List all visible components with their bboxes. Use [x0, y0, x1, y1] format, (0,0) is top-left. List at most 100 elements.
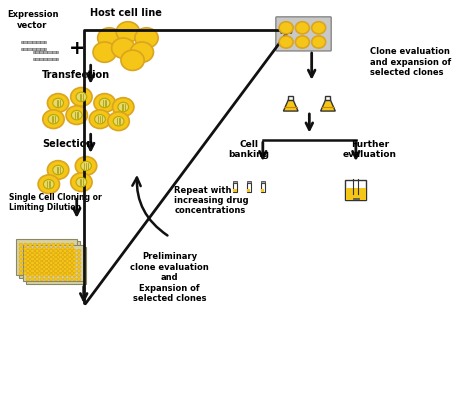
Bar — [247, 189, 250, 192]
Bar — [346, 180, 366, 200]
Circle shape — [49, 274, 53, 277]
Circle shape — [45, 253, 48, 256]
Circle shape — [49, 253, 53, 256]
Circle shape — [59, 265, 62, 269]
FancyBboxPatch shape — [276, 17, 331, 51]
Polygon shape — [283, 100, 298, 111]
Circle shape — [70, 267, 74, 271]
Circle shape — [59, 274, 62, 277]
Circle shape — [31, 274, 35, 277]
Circle shape — [42, 272, 46, 275]
Circle shape — [71, 173, 92, 191]
Bar — [21, 41, 46, 43]
Bar — [261, 189, 264, 192]
Circle shape — [47, 247, 51, 250]
Circle shape — [42, 263, 46, 267]
Circle shape — [65, 259, 69, 263]
Circle shape — [75, 157, 97, 175]
Circle shape — [59, 249, 62, 252]
Circle shape — [42, 267, 46, 271]
Circle shape — [71, 88, 92, 106]
Circle shape — [28, 263, 32, 267]
Circle shape — [19, 255, 23, 258]
Circle shape — [37, 255, 41, 258]
Text: Transfection: Transfection — [42, 70, 110, 79]
Circle shape — [130, 42, 154, 62]
Bar — [261, 181, 264, 182]
Circle shape — [45, 261, 48, 265]
Circle shape — [77, 261, 81, 265]
Circle shape — [24, 272, 27, 275]
Circle shape — [65, 243, 69, 246]
Circle shape — [40, 261, 44, 265]
Circle shape — [24, 247, 27, 250]
Circle shape — [47, 267, 51, 271]
Circle shape — [76, 92, 87, 101]
Circle shape — [49, 265, 53, 269]
Circle shape — [70, 263, 74, 267]
Circle shape — [36, 270, 39, 273]
Circle shape — [54, 261, 58, 265]
Circle shape — [52, 259, 55, 263]
Bar — [26, 247, 86, 284]
Circle shape — [37, 243, 41, 246]
Bar — [33, 52, 58, 54]
Bar — [33, 58, 58, 60]
Circle shape — [68, 274, 72, 277]
Circle shape — [49, 249, 53, 252]
Circle shape — [47, 251, 51, 254]
Circle shape — [31, 249, 35, 252]
Circle shape — [73, 274, 76, 277]
Circle shape — [47, 272, 51, 275]
Bar — [288, 96, 293, 100]
Circle shape — [61, 247, 64, 250]
Circle shape — [49, 270, 53, 273]
Circle shape — [54, 249, 58, 252]
Circle shape — [61, 263, 64, 267]
Bar — [247, 182, 251, 192]
Circle shape — [98, 28, 121, 48]
Circle shape — [52, 267, 55, 271]
Circle shape — [40, 265, 44, 269]
Circle shape — [47, 259, 51, 263]
Text: Host cell line: Host cell line — [90, 8, 162, 18]
Bar — [233, 181, 237, 182]
Circle shape — [19, 251, 23, 254]
Circle shape — [70, 243, 74, 246]
Circle shape — [45, 278, 48, 281]
Circle shape — [77, 270, 81, 273]
Circle shape — [68, 265, 72, 269]
Circle shape — [56, 255, 60, 258]
Circle shape — [68, 253, 72, 256]
Circle shape — [77, 249, 81, 252]
Circle shape — [73, 257, 76, 261]
Circle shape — [47, 263, 51, 267]
Circle shape — [33, 272, 36, 275]
Circle shape — [68, 270, 72, 273]
Circle shape — [65, 272, 69, 275]
Circle shape — [70, 272, 74, 275]
Circle shape — [36, 257, 39, 261]
Circle shape — [53, 98, 64, 108]
Circle shape — [63, 261, 67, 265]
Circle shape — [31, 270, 35, 273]
Circle shape — [49, 278, 53, 281]
Circle shape — [40, 253, 44, 256]
Circle shape — [65, 255, 69, 258]
Circle shape — [28, 267, 32, 271]
Circle shape — [52, 272, 55, 275]
Circle shape — [26, 265, 30, 269]
Circle shape — [45, 265, 48, 269]
Circle shape — [54, 278, 58, 281]
Text: Cell
banking: Cell banking — [228, 140, 269, 160]
Bar — [233, 189, 237, 192]
Circle shape — [33, 259, 36, 263]
Circle shape — [37, 259, 41, 263]
Circle shape — [48, 115, 59, 124]
Text: Single Cell Cloning or
Limiting Dilution: Single Cell Cloning or Limiting Dilution — [9, 193, 102, 212]
Circle shape — [24, 263, 27, 267]
Bar — [233, 182, 237, 192]
Circle shape — [19, 272, 23, 275]
Circle shape — [59, 257, 62, 261]
Circle shape — [36, 249, 39, 252]
